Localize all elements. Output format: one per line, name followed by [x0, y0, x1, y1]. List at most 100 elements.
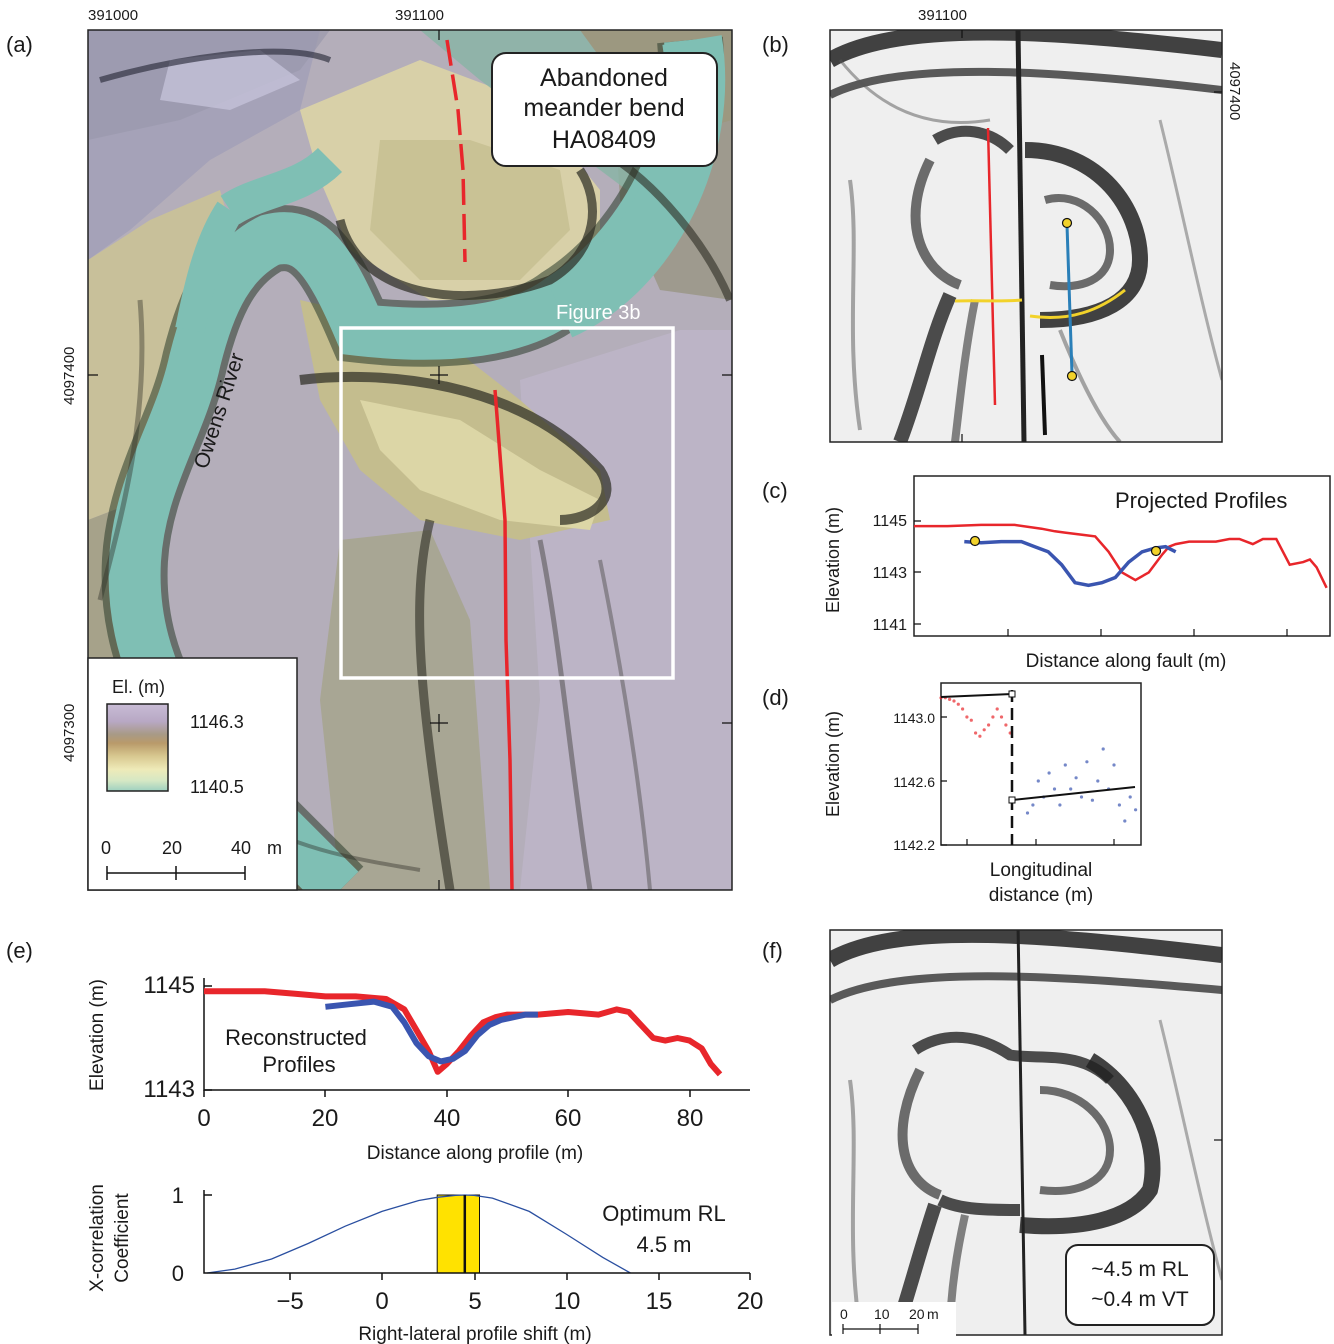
panel-e-xtick-0: 0: [197, 1105, 210, 1132]
north-profile-line: [914, 523, 1328, 589]
panel-e-ytick-1145: 1145: [143, 972, 195, 999]
optimum-label-1: Optimum RL: [602, 1201, 725, 1226]
corr-xlabel: Right-lateral profile shift (m): [358, 1324, 591, 1344]
south-point: [1128, 795, 1132, 799]
south-point: [1134, 808, 1138, 812]
south-point: [1052, 787, 1057, 791]
panel-d-ytick-3: 1142.2: [893, 837, 935, 853]
panel-e-xtick-20: 20: [312, 1105, 339, 1132]
north-point: [956, 702, 960, 706]
north-point: [1004, 723, 1008, 727]
south-point: [1074, 776, 1078, 780]
panel-d-ytick-2: 1142.6: [893, 774, 935, 790]
f-scale-unit: m: [927, 1306, 939, 1322]
correlation-curve: [207, 1194, 631, 1274]
panel-c-ytick-1141: 1141: [873, 617, 908, 634]
south-point: [1025, 811, 1030, 815]
x-tick-391000: 391000: [88, 7, 138, 24]
result-box: ~4.5 m RL ~0.4 m VT: [1065, 1244, 1215, 1326]
panel-d-plot: [939, 696, 1138, 823]
south-point: [1085, 760, 1089, 764]
south-profile-line: [964, 539, 1177, 588]
legend-colorbar: [106, 703, 169, 792]
south-point: [1123, 819, 1127, 823]
profile-end-marker: [1150, 545, 1162, 557]
panel-e-ytick-1143: 1143: [143, 1076, 195, 1103]
corr-xtick-15: 15: [646, 1288, 673, 1315]
inset-box: [339, 326, 675, 680]
panel-b-label: (b): [762, 32, 789, 57]
panel-e-label: (e): [6, 938, 33, 963]
south-point: [1031, 803, 1035, 807]
f-scale-20: 20: [909, 1306, 925, 1322]
panel-e-plot: [204, 988, 723, 1077]
south-point: [1063, 763, 1067, 767]
north-point: [969, 718, 973, 722]
south-point: [1069, 787, 1073, 791]
south-point: [1096, 779, 1100, 783]
profile-start-marker: [969, 535, 981, 547]
reconstructed-label-2: Profiles: [262, 1052, 335, 1077]
panel-d-ylabel: Elevation (m): [823, 711, 843, 817]
panel-e-xtick-40: 40: [434, 1105, 461, 1132]
panel-d-ytick-1: 1143.0: [893, 710, 935, 726]
corr-xtick-0: 0: [375, 1288, 388, 1315]
south-point: [1112, 763, 1116, 767]
x-tick-391100-b: 391100: [918, 7, 967, 24]
panel-d: (d) Elevation (m) Longitudinal distance …: [762, 682, 1142, 906]
panel-d-xlabel-1: Longitudinal: [990, 860, 1092, 881]
corr-ylabel-2: Coefficient: [112, 1193, 133, 1283]
north-point: [987, 723, 991, 727]
panel-a-label: (a): [6, 32, 33, 57]
south-point: [1090, 798, 1094, 802]
legend-max: 1146.3: [190, 712, 244, 732]
y-tick-4097300: 4097300: [61, 704, 78, 762]
callout-line-3: HA08409: [552, 126, 656, 154]
north-point: [982, 728, 986, 732]
panel-f: (f) ~4.5 m RL ~0.4 m VT 0 10: [762, 929, 1223, 1336]
panel-e-xlabel: Distance along profile (m): [367, 1143, 583, 1164]
corr-ytick-0: 0: [172, 1261, 184, 1286]
y-tick-4097400: 4097400: [61, 347, 78, 405]
corr-xtick-20: 20: [737, 1288, 764, 1315]
legend-title: El. (m): [112, 677, 165, 697]
panel-c-label: (c): [762, 478, 788, 503]
south-point: [1058, 803, 1062, 807]
north-point: [961, 707, 965, 711]
scale-bar-f: 0 10 20 m: [832, 1302, 956, 1336]
fit-line-south: [1011, 786, 1136, 801]
north-point: [978, 734, 982, 738]
f-scale-10: 10: [874, 1306, 890, 1322]
reconstructed-south-line: [325, 998, 538, 1065]
north-point: [965, 715, 969, 719]
scale-unit: m: [267, 838, 282, 858]
corr-xtick-m5: −5: [276, 1288, 303, 1315]
panel-c-ylabel: Elevation (m): [823, 507, 843, 613]
panel-c-ytick-1145: 1145: [873, 513, 908, 530]
corr-ylabel-1: X-correlation: [87, 1184, 108, 1292]
south-point: [1117, 803, 1121, 807]
panel-e-xtick-60: 60: [555, 1105, 582, 1132]
fit-line-north: [940, 693, 1013, 698]
north-point: [991, 715, 995, 719]
scale-bar: [106, 866, 246, 880]
optimum-label-2: 4.5 m: [636, 1232, 691, 1257]
hillshade-map-b: [830, 30, 1222, 442]
callout-line-1: Abandoned: [540, 64, 668, 92]
north-point: [974, 731, 978, 735]
result-vt: ~0.4 m VT: [1091, 1288, 1189, 1311]
callout-box: Abandoned meander bend HA08409: [491, 52, 718, 167]
scale-label-40: 40: [231, 838, 251, 858]
panel-c-xlabel: Distance along fault (m): [1026, 651, 1227, 672]
north-point: [952, 699, 956, 703]
corr-plot: [207, 1194, 631, 1274]
panel-a: (a) 391000 391100 4097400 4097300: [6, 7, 733, 891]
hillshade-map-f: [830, 930, 1222, 1335]
x-tick-391100: 391100: [395, 7, 444, 24]
inset-label: Figure 3b: [556, 302, 641, 324]
panel-c: (c) Projected Profiles Elevation (m) Dis…: [762, 475, 1331, 672]
panel-e: (e) Elevation (m) 1145 1143 0 20 40 60 8…: [6, 938, 763, 1344]
panel-c-plot: [914, 523, 1328, 589]
panel-d-label: (d): [762, 685, 789, 710]
